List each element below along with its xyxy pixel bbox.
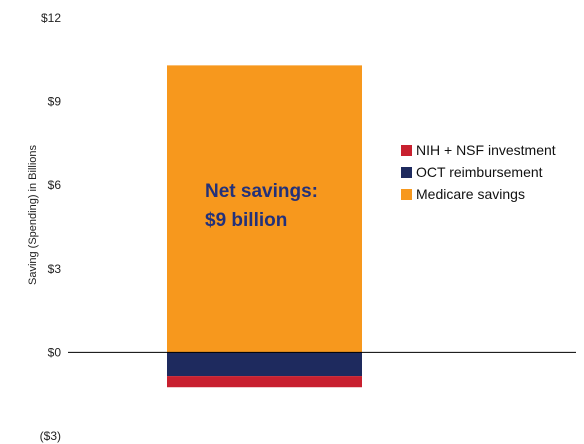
legend-label: OCT reimbursement xyxy=(416,164,543,180)
y-tick-label: $6 xyxy=(48,178,62,192)
y-tick-label: $9 xyxy=(48,95,62,109)
legend-swatch xyxy=(401,167,412,178)
bar-stack xyxy=(167,65,362,388)
legend-swatch xyxy=(401,189,412,200)
bar-segment-medicare-savings xyxy=(167,65,362,353)
y-axis-ticks: $12 $9 $6 $3 $0 ($3) xyxy=(40,11,62,443)
bar-segment-oct-reimbursement xyxy=(167,352,362,377)
legend-label: NIH + NSF investment xyxy=(416,142,556,158)
net-savings-annotation-line2: $9 billion xyxy=(205,210,287,231)
legend-swatch xyxy=(401,145,412,156)
y-tick-label: $12 xyxy=(41,11,61,25)
net-savings-annotation-line1: Net savings: xyxy=(205,181,318,202)
bar-segment-nih-nsf-investment xyxy=(167,376,362,388)
y-tick-label: $0 xyxy=(48,345,62,359)
y-tick-label: ($3) xyxy=(40,429,61,443)
legend: NIH + NSF investment OCT reimbursement Med… xyxy=(401,142,556,202)
legend-label: Medicare savings xyxy=(416,186,525,202)
y-tick-label: $3 xyxy=(48,262,62,276)
y-axis-label: Saving (Spending) in Billions xyxy=(27,144,39,285)
